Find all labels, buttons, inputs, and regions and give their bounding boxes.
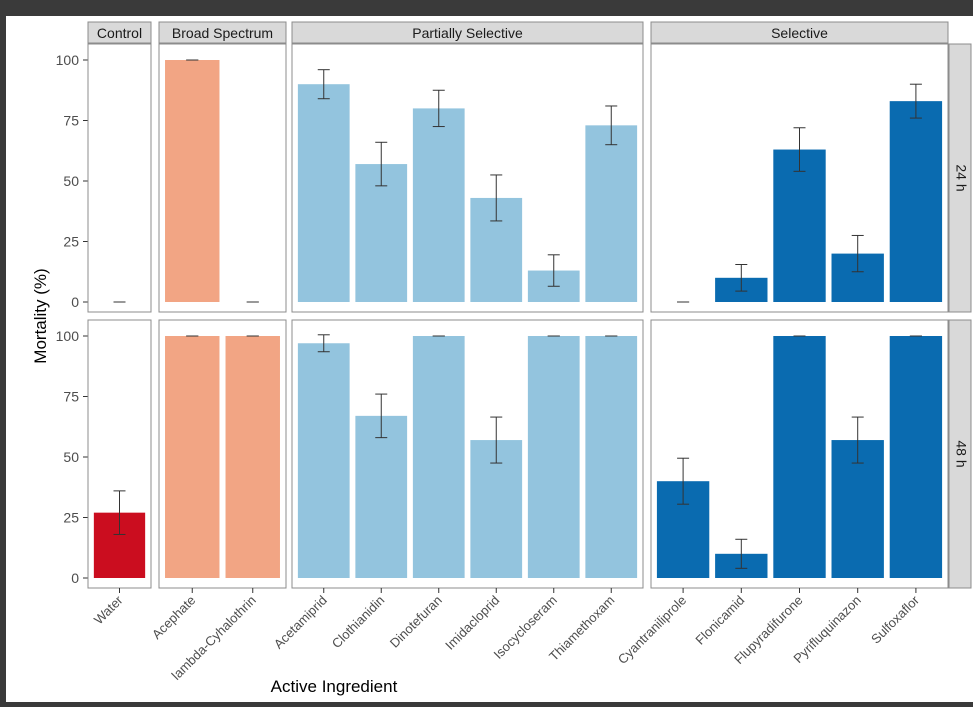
facet-strip-24-h xyxy=(948,43,972,313)
y-tick-label-24-h-0: 0 xyxy=(71,294,79,310)
x-axis-title: Active Ingredient xyxy=(271,677,398,696)
bar-24-h-acephate xyxy=(165,60,220,302)
y-tick-label-48-h-50: 50 xyxy=(63,449,79,465)
panel-24-h-control xyxy=(87,43,152,313)
facet-strip-label-24-h: 24 h xyxy=(953,164,969,191)
bar-24-h-flupyradifurone xyxy=(773,149,826,302)
x-tick-label-acetamiprid: Acetamiprid xyxy=(271,593,330,652)
y-tick-label-48-h-100: 100 xyxy=(56,328,80,344)
y-tick-label-24-h-100: 100 xyxy=(56,52,80,68)
bar-48-h-sulfoxaflor xyxy=(889,336,943,578)
x-tick-label-water: Water xyxy=(91,592,126,627)
y-tick-label-24-h-25: 25 xyxy=(63,234,79,250)
bar-48-h-flupyradifurone xyxy=(773,336,826,578)
bar-24-h-acetamiprid xyxy=(297,84,350,302)
panel-48-h-partially-selective xyxy=(291,319,644,589)
facet-strip-partially-selective xyxy=(291,21,644,44)
facet-strip-selective xyxy=(650,21,949,44)
bar-24-h-clothianidin xyxy=(355,164,408,302)
facet-strip-48-h xyxy=(948,319,972,589)
x-tick-label-clothianidin: Clothianidin xyxy=(329,593,388,652)
bar-24-h-thiamethoxam xyxy=(585,125,638,302)
y-tick-label-48-h-0: 0 xyxy=(71,570,79,586)
facet-strip-label-selective: Selective xyxy=(771,25,828,41)
y-tick-label-48-h-25: 25 xyxy=(63,510,79,526)
bar-48-h-isocycloseram xyxy=(527,336,580,578)
bar-48-h-thiamethoxam xyxy=(585,336,638,578)
bar-48-h-clothianidin xyxy=(355,415,408,578)
bar-48-h-lambda-cyhalothrin xyxy=(225,336,280,578)
y-axis-title: Mortality (%) xyxy=(31,268,50,363)
chart-svg: Control Broad Spectrum Partially Selective… xyxy=(31,21,972,696)
faceted-bar-chart: Control Broad Spectrum Partially Selective… xyxy=(6,16,973,702)
bar-48-h-dinotefuran xyxy=(412,336,465,578)
facet-strip-label-48-h: 48 h xyxy=(953,440,969,467)
x-tick-label-dinotefuran: Dinotefuran xyxy=(387,593,445,651)
panel-24-h-partially-selective xyxy=(291,43,644,313)
bar-24-h-dinotefuran xyxy=(412,108,465,303)
x-tick-label-imidacloprid: Imidacloprid xyxy=(442,593,502,653)
x-tick-label-sulfoxaflor: Sulfoxaflor xyxy=(868,592,923,647)
y-tick-label-48-h-75: 75 xyxy=(63,389,79,405)
bar-24-h-sulfoxaflor xyxy=(889,101,943,302)
facet-strip-label-partially-selective: Partially Selective xyxy=(412,25,523,41)
x-tick-label-cyantraniliprole: Cyantraniliprole xyxy=(615,593,689,667)
y-tick-label-24-h-75: 75 xyxy=(63,113,79,129)
facet-strip-label-broad-spectrum: Broad Spectrum xyxy=(172,25,273,41)
x-tick-label-flonicamid: Flonicamid xyxy=(692,593,747,648)
facet-strip-broad-spectrum xyxy=(158,21,287,44)
x-tick-label-acephate: Acephate xyxy=(149,593,198,642)
bar-48-h-acetamiprid xyxy=(297,343,350,578)
y-tick-label-24-h-50: 50 xyxy=(63,173,79,189)
facet-strip-label-control: Control xyxy=(97,25,142,41)
facet-strip-control xyxy=(87,21,152,44)
bar-48-h-acephate xyxy=(165,336,220,578)
